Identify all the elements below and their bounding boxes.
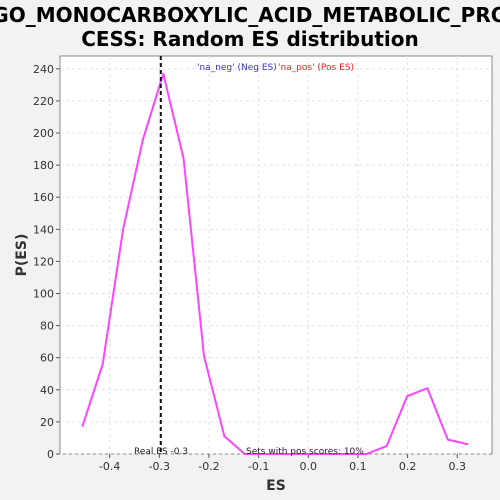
y-tick-label: 120 [33, 255, 54, 268]
es-series-line [81, 72, 469, 455]
y-tick-label: 180 [33, 159, 54, 172]
x-tick-label: -0.4 [99, 460, 120, 473]
plot-area [59, 55, 493, 455]
chart-title-line2: CESS: Random ES distribution [81, 27, 419, 51]
x-tick-label: 0.2 [399, 460, 417, 473]
x-tick-label: 0.1 [349, 460, 367, 473]
y-tick-label: 0 [47, 448, 54, 461]
x-axis-ticks: -0.4 -0.3 -0.2 -0.1 0.0 0.1 0.2 0.3 [99, 454, 466, 473]
y-axis-ticks: 0 20 40 60 80 100 120 140 160 180 200 220 240 [33, 63, 60, 461]
pos-scores-label: Sets with pos scores: 10% [246, 447, 364, 457]
y-tick-label: 160 [33, 191, 54, 204]
y-tick-label: 200 [33, 127, 54, 140]
x-tick-label: 0.3 [448, 460, 466, 473]
legend-pos-label: 'na_pos' (Pos ES) [278, 63, 354, 73]
grid-lines [60, 56, 492, 455]
y-axis-title: P(ES) [14, 234, 30, 277]
y-tick-label: 100 [33, 288, 54, 301]
real-es-label: Real ES -0.3 [134, 447, 188, 457]
y-tick-label: 60 [40, 352, 54, 365]
y-tick-label: 240 [33, 63, 54, 76]
chart-title-line1: GO_MONOCARBOXYLIC_ACID_METABOLIC_PRO [0, 3, 500, 27]
legend-neg-label: 'na_neg' (Neg ES) [197, 63, 277, 73]
series-group [81, 72, 469, 455]
y-tick-label: 220 [33, 95, 54, 108]
x-tick-label: -0.1 [248, 460, 269, 473]
y-tick-label: 80 [40, 320, 54, 333]
x-axis-title: ES [266, 478, 286, 494]
x-tick-label: -0.2 [198, 460, 219, 473]
x-tick-label: -0.3 [149, 460, 170, 473]
y-tick-label: 40 [40, 384, 54, 397]
x-tick-label: 0.0 [300, 460, 318, 473]
y-tick-label: 20 [40, 416, 54, 429]
y-tick-label: 140 [33, 223, 54, 236]
